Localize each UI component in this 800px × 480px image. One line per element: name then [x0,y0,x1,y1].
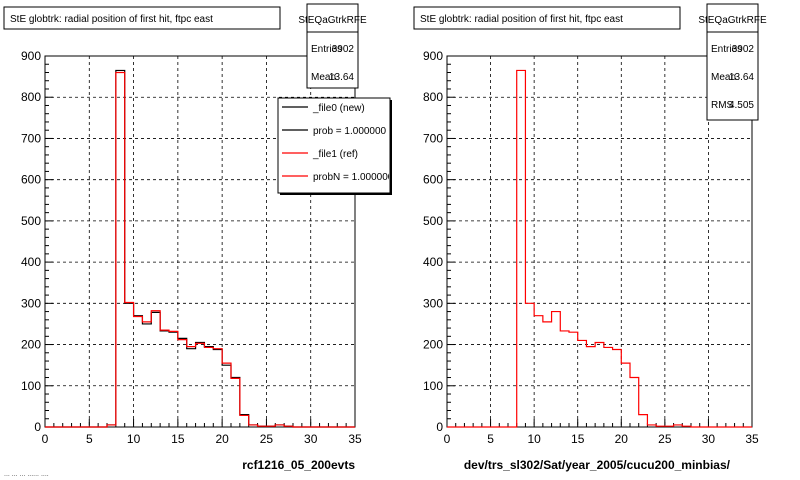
stats-mean-label: Mean [311,72,336,83]
stats-rms-value: 4.505 [729,100,754,111]
y-tick-label: 800 [423,90,443,104]
stats-entries-value: 3902 [332,44,355,55]
stats-box-name: StEQaGtrkRFE [698,15,767,26]
y-tick-label: 600 [423,173,443,187]
legend-label: prob = 1.000000 [313,126,387,137]
x-axis-label: rcf1216_05_200evts [242,458,355,472]
x-tick-label: 35 [745,432,759,446]
x-tick-label: 10 [527,432,541,446]
y-tick-label: 600 [21,173,41,187]
y-tick-label: 500 [21,214,41,228]
chart-title: StE globtrk: radial position of first hi… [10,14,213,25]
x-tick-label: 25 [658,432,672,446]
y-tick-label: 500 [423,214,443,228]
histogram-panel-1: 0 5 10 15 20 25 30 35 0 100 200 300 400 500 600 700 800 9… [3,3,394,472]
title-box [413,6,681,30]
x-tick-label: 15 [571,432,585,446]
histogram-panel-2: 0 5 10 15 20 25 30 35 0 100 200 300 400 500 600 700 800 9… [413,3,767,472]
footer-timestamp: ... ... ... ...... .... [4,471,49,478]
x-tick-label: 30 [702,432,716,446]
x-tick-label: 15 [171,432,185,446]
stats-mean-label: Mean [711,72,736,83]
stats-rms-label: RMS [711,100,734,111]
legend-box [277,97,391,194]
y-tick-label: 200 [423,338,443,352]
y-tick-label: 100 [21,379,41,393]
x-tick-label: 35 [348,432,362,446]
y-tick-label: 400 [423,255,443,269]
stats-entries-label: Entries [711,44,742,55]
stats-mean-value: 13.64 [729,72,754,83]
stats-entries-label: Entries [311,44,342,55]
x-tick-label: 10 [127,432,141,446]
x-tick-label: 0 [42,432,49,446]
y-tick-label: 700 [21,131,41,145]
y-tick-label: 900 [423,49,443,63]
legend-label: _file1 (ref) [312,149,358,160]
stats-mean-value: 13.64 [329,72,354,83]
x-tick-label: 5 [86,432,93,446]
chart-title: StE globtrk: radial position of first hi… [420,14,623,25]
x-axis-label: dev/trs_sl302/Sat/year_2005/cucu200_minb… [464,458,731,472]
stats-box [306,3,359,89]
x-tick-label: 0 [444,432,451,446]
x-tick-label: 5 [487,432,494,446]
legend-label: probN = 1.000000 [313,172,394,183]
y-tick-label: 200 [21,338,41,352]
y-tick-label: 300 [21,296,41,310]
y-tick-label: 0 [34,420,41,434]
legend-label: _file0 (new) [312,103,365,114]
stats-entries-value: 3902 [732,44,755,55]
stats-box-name: StEQaGtrkRFE [298,15,367,26]
stats-box [706,3,759,121]
histogram-series-2 [45,71,355,428]
y-tick-label: 100 [423,379,443,393]
y-tick-label: 300 [423,296,443,310]
x-tick-label: 30 [304,432,318,446]
title-box [3,6,281,30]
x-tick-label: 20 [615,432,629,446]
histogram-series-1 [447,69,752,428]
y-tick-label: 900 [21,49,41,63]
y-tick-label: 0 [436,420,443,434]
y-tick-label: 800 [21,90,41,104]
x-tick-label: 25 [260,432,274,446]
y-tick-label: 700 [423,131,443,145]
x-tick-label: 20 [215,432,229,446]
y-tick-label: 400 [21,255,41,269]
plot-frame [446,55,753,428]
